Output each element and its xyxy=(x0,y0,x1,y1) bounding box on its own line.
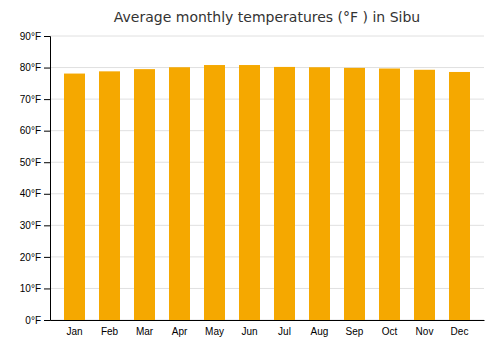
y-tick: 30°F xyxy=(20,220,50,231)
x-tick-label: May xyxy=(205,326,224,337)
x-tick: Jan xyxy=(66,326,82,337)
y-tick: 50°F xyxy=(20,157,50,168)
x-tick-label: Dec xyxy=(451,326,469,337)
x-tick: Jun xyxy=(241,326,257,337)
chart-title: Average monthly temperatures (°F ) in Si… xyxy=(114,9,420,25)
bar xyxy=(99,71,120,320)
bar xyxy=(64,74,85,320)
chart-svg: 0°F 10°F 20°F 30°F 40°F 50°F 60°F 70°F 80°F 90°F J… xyxy=(0,0,500,350)
x-tick-label: Nov xyxy=(416,326,434,337)
x-tick-label: Aug xyxy=(311,326,329,337)
bar xyxy=(379,69,400,320)
y-tick: 20°F xyxy=(20,252,50,263)
x-axis: Jan Feb Mar Apr May Jun Jul Aug Sep Oct Nov Dec xyxy=(51,321,485,338)
x-tick-label: Mar xyxy=(136,326,154,337)
y-tick: 0°F xyxy=(25,315,50,326)
x-tick-label: Jan xyxy=(66,326,82,337)
x-tick-label: Apr xyxy=(172,326,188,337)
y-tick-label: 40°F xyxy=(20,188,41,199)
grid xyxy=(50,36,484,320)
y-tick-mark xyxy=(44,288,50,289)
y-tick-mark xyxy=(44,68,50,69)
y-tick-label: 50°F xyxy=(20,157,41,168)
grid-line xyxy=(50,67,484,68)
bar xyxy=(309,67,330,320)
bar xyxy=(344,68,365,320)
x-tick: Sep xyxy=(346,326,364,337)
bar xyxy=(204,65,225,320)
x-tick: Oct xyxy=(382,326,398,337)
x-tick-label: Feb xyxy=(101,326,119,337)
x-tick: Aug xyxy=(311,326,329,337)
y-tick-mark xyxy=(44,162,50,163)
y-tick-label: 80°F xyxy=(20,62,41,73)
bars xyxy=(64,65,470,320)
y-tick: 60°F xyxy=(20,125,50,136)
y-tick-label: 60°F xyxy=(20,125,41,136)
x-tick: Dec xyxy=(451,326,469,337)
y-tick-mark xyxy=(44,257,50,258)
x-tick: Apr xyxy=(172,326,188,337)
plot-area: 0°F 10°F 20°F 30°F 40°F 50°F 60°F 70°F 80°F 90°F J… xyxy=(20,31,485,337)
y-tick-label: 20°F xyxy=(20,252,41,263)
y-tick-label: 30°F xyxy=(20,220,41,231)
x-tick: Jul xyxy=(278,326,291,337)
x-tick: Mar xyxy=(136,326,154,337)
x-tick-label: Oct xyxy=(382,326,398,337)
y-tick-mark xyxy=(44,99,50,100)
bar xyxy=(449,72,470,320)
y-axis-line xyxy=(44,37,51,321)
y-tick-label: 90°F xyxy=(20,31,41,42)
x-tick: May xyxy=(205,326,224,337)
bar xyxy=(274,67,295,320)
y-tick-mark xyxy=(44,131,50,132)
y-tick-label: 70°F xyxy=(20,94,41,105)
y-tick-label: 10°F xyxy=(20,283,41,294)
x-tick-label: Jul xyxy=(278,326,291,337)
bar xyxy=(414,70,435,320)
y-tick-label: 0°F xyxy=(25,315,41,326)
y-tick-mark xyxy=(44,320,50,321)
y-axis: 0°F 10°F 20°F 30°F 40°F 50°F 60°F 70°F 80°F 90°F xyxy=(20,31,51,326)
y-tick: 70°F xyxy=(20,94,50,105)
bar xyxy=(169,67,190,320)
y-tick: 40°F xyxy=(20,188,50,199)
y-tick: 90°F xyxy=(20,31,50,42)
grid-line xyxy=(50,36,484,37)
bar xyxy=(239,65,260,320)
y-tick-mark xyxy=(44,225,50,226)
x-tick: Feb xyxy=(101,326,119,337)
y-tick: 80°F xyxy=(20,62,50,73)
x-axis-line xyxy=(51,320,485,321)
chart-container: 0°F 10°F 20°F 30°F 40°F 50°F 60°F 70°F 80°F 90°F J… xyxy=(0,0,500,350)
bar xyxy=(134,69,155,320)
y-tick-mark xyxy=(44,36,50,37)
x-tick: Nov xyxy=(416,326,434,337)
y-tick-mark xyxy=(44,194,50,195)
x-tick-label: Sep xyxy=(346,326,364,337)
y-tick: 10°F xyxy=(20,283,50,294)
x-tick-label: Jun xyxy=(241,326,257,337)
